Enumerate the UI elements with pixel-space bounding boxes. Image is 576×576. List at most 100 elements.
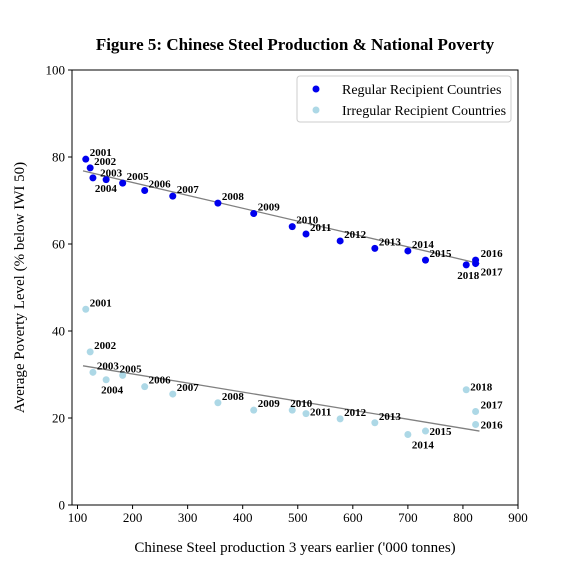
- data-point-regular: [102, 176, 110, 184]
- data-point-irregular: [336, 415, 344, 423]
- data-label-irregular: 2018: [470, 382, 493, 394]
- x-tick-label: 300: [178, 510, 198, 525]
- data-label-irregular: 2005: [120, 363, 143, 375]
- legend-marker-irregular: [312, 106, 320, 114]
- data-point-irregular: [86, 348, 94, 356]
- data-label-regular: 2018: [457, 270, 480, 282]
- legend: Regular Recipient Countries Irregular Re…: [296, 75, 512, 123]
- x-axis-ticks: 100 200 300 400 500 600 700 800 900: [68, 505, 528, 525]
- data-label-regular: 2014: [412, 239, 435, 251]
- data-point-regular: [250, 210, 258, 218]
- y-tick-label: 60: [52, 237, 65, 252]
- y-axis-ticks: 0 20 40 60 80 100: [46, 63, 72, 513]
- trend-line-irregular: [82, 365, 480, 432]
- data-label-irregular: 2009: [258, 398, 281, 410]
- data-label-regular: 2003: [100, 168, 123, 180]
- data-point-regular: [288, 223, 296, 231]
- x-tick-label: 900: [508, 510, 528, 525]
- data-label-irregular: 2001: [90, 297, 112, 309]
- data-label-irregular: 2012: [344, 407, 367, 419]
- y-tick-label: 100: [46, 63, 66, 78]
- data-label-irregular: 2003: [97, 360, 120, 372]
- data-label-regular: 2010: [296, 215, 319, 227]
- data-label-regular: 2015: [429, 248, 452, 260]
- data-point-regular: [169, 192, 177, 200]
- data-label-irregular: 2006: [149, 375, 172, 387]
- data-point-regular: [371, 244, 379, 252]
- data-point-irregular: [169, 390, 177, 398]
- data-label-irregular: 2014: [412, 440, 435, 452]
- x-tick-label: 800: [453, 510, 473, 525]
- data-label-irregular: 2016: [481, 420, 504, 432]
- data-point-regular: [336, 237, 344, 245]
- legend-label-irregular: Irregular Recipient Countries: [342, 104, 506, 119]
- data-point-irregular: [421, 427, 429, 435]
- data-point-regular: [82, 155, 90, 163]
- data-label-irregular: 2010: [290, 398, 313, 410]
- data-point-regular: [404, 247, 412, 255]
- x-tick-label: 500: [288, 510, 308, 525]
- data-point-regular: [421, 256, 429, 264]
- data-points: [82, 155, 480, 439]
- data-point-irregular: [371, 419, 379, 427]
- data-label-irregular: 2015: [429, 426, 452, 438]
- data-label-irregular: 2017: [481, 399, 504, 411]
- data-point-irregular: [141, 383, 149, 391]
- legend-marker-regular: [312, 85, 320, 93]
- plot-frame: [71, 69, 519, 506]
- x-axis-label: Chinese Steel production 3 years earlier…: [134, 540, 455, 556]
- x-tick-label: 100: [68, 510, 88, 525]
- x-tick-label: 700: [398, 510, 418, 525]
- data-point-irregular: [472, 407, 480, 415]
- x-tick-label: 400: [233, 510, 253, 525]
- data-point-regular: [141, 186, 149, 194]
- y-tick-label: 80: [52, 150, 65, 165]
- data-point-irregular: [102, 376, 110, 384]
- data-point-irregular: [119, 371, 127, 379]
- data-label-irregular: 2007: [177, 382, 200, 394]
- data-label-regular: 2005: [127, 171, 150, 183]
- data-point-regular: [86, 164, 94, 172]
- data-point-irregular: [302, 410, 310, 418]
- y-axis-label: Average Poverty Level (% below IWI 50): [12, 162, 28, 413]
- data-label-regular: 2012: [344, 229, 367, 241]
- data-label-regular: 2004: [95, 183, 118, 195]
- data-point-irregular: [82, 305, 90, 313]
- data-label-regular: 2001: [90, 147, 112, 159]
- data-label-regular: 2016: [481, 248, 504, 260]
- x-tick-label: 600: [343, 510, 363, 525]
- data-point-regular: [214, 199, 222, 207]
- data-point-irregular: [214, 399, 222, 407]
- data-label-regular: 2007: [177, 184, 200, 196]
- data-label-irregular: 2013: [379, 411, 402, 423]
- legend-label-regular: Regular Recipient Countries: [342, 83, 501, 98]
- data-label-irregular: 2011: [310, 407, 331, 419]
- trend-lines: [82, 170, 480, 432]
- data-point-irregular: [462, 386, 470, 394]
- data-point-irregular: [288, 406, 296, 414]
- y-tick-label: 20: [52, 411, 65, 426]
- data-point-regular: [89, 174, 97, 182]
- data-label-irregular: 2002: [94, 340, 117, 352]
- y-tick-label: 40: [52, 324, 65, 339]
- data-point-irregular: [89, 368, 97, 376]
- data-point-regular: [119, 179, 127, 187]
- data-point-regular: [462, 261, 470, 269]
- y-tick-label: 0: [59, 498, 66, 513]
- data-point-regular: [302, 230, 310, 238]
- data-label-irregular: 2008: [222, 391, 245, 403]
- x-tick-label: 200: [123, 510, 143, 525]
- data-label-irregular: 2004: [101, 385, 124, 397]
- data-label-regular: 2008: [222, 191, 245, 203]
- plot-area: 100 200 300 400 500 600 700 800 900 0 20 40 60 80 100…: [46, 63, 528, 526]
- data-label-regular: 2002: [94, 156, 117, 168]
- data-point-irregular: [404, 431, 412, 439]
- data-label-regular: 2017: [481, 267, 504, 279]
- data-label-regular: 2009: [258, 202, 281, 214]
- trend-line-regular: [82, 170, 480, 265]
- data-point-irregular: [472, 421, 480, 429]
- data-label-regular: 2011: [310, 222, 331, 234]
- legend-box: [296, 75, 512, 123]
